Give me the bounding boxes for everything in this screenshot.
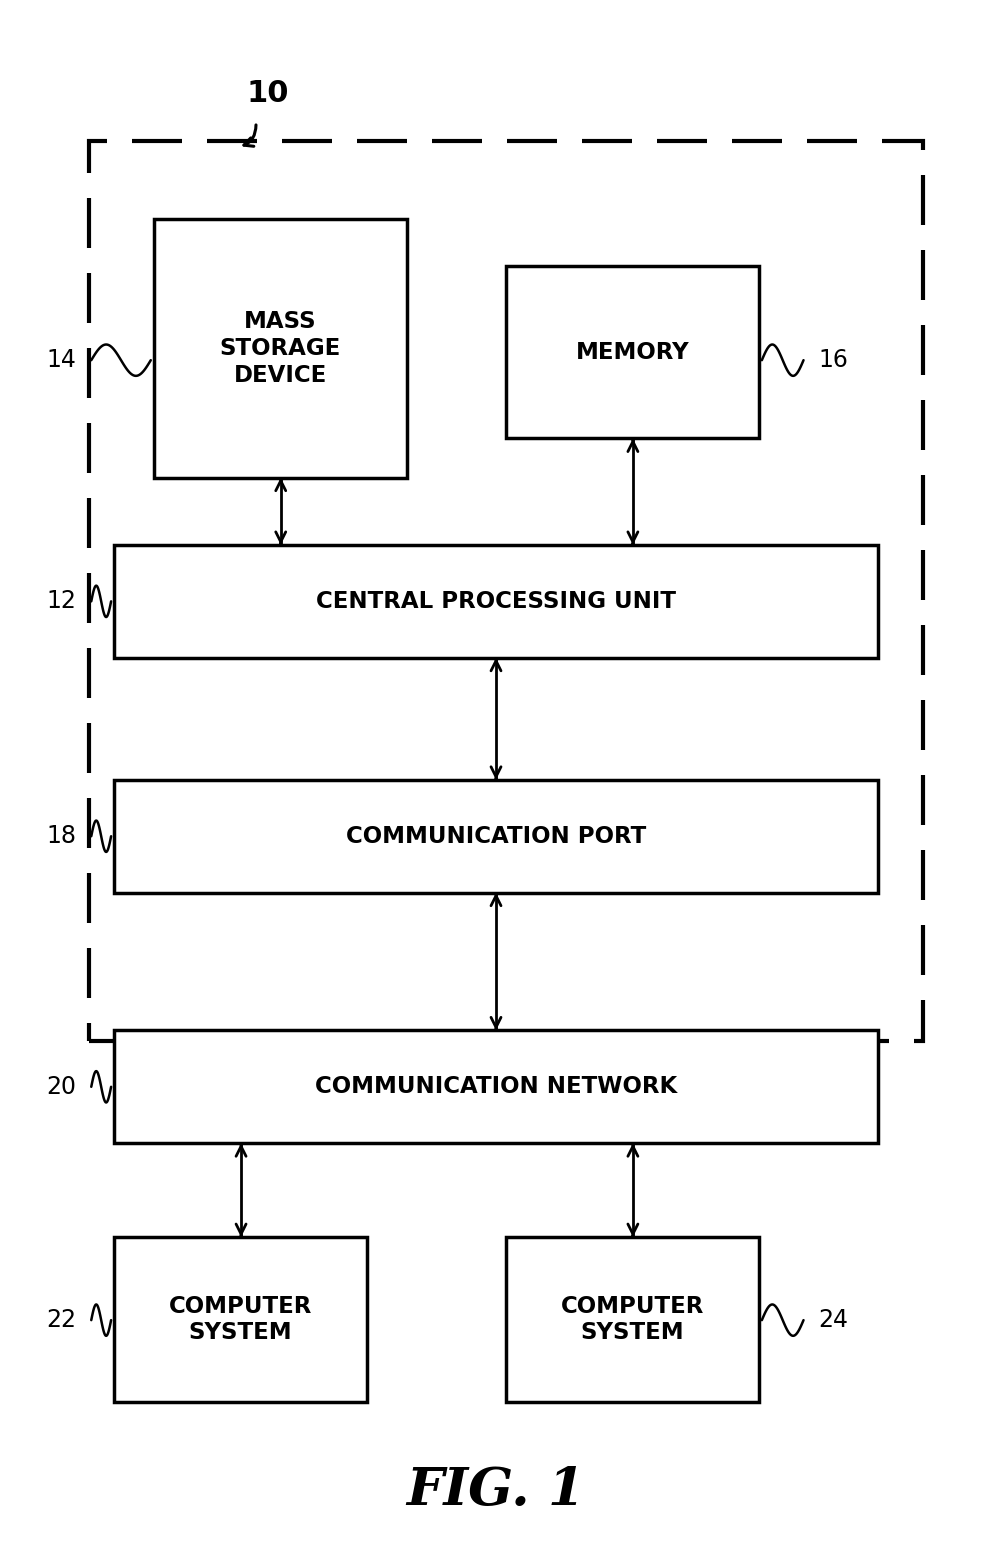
Text: COMMUNICATION NETWORK: COMMUNICATION NETWORK: [314, 1076, 678, 1098]
Bar: [114, 1030, 878, 1143]
Text: FIG. 1: FIG. 1: [407, 1466, 585, 1516]
Text: 18: 18: [47, 824, 76, 849]
Text: 12: 12: [47, 589, 76, 614]
Bar: [506, 266, 759, 438]
Text: MASS
STORAGE
DEVICE: MASS STORAGE DEVICE: [219, 310, 341, 387]
Text: 22: 22: [47, 1308, 76, 1333]
Text: COMPUTER
SYSTEM: COMPUTER SYSTEM: [169, 1295, 312, 1344]
Bar: [114, 545, 878, 658]
Bar: [89, 141, 923, 1041]
Bar: [154, 219, 407, 478]
FancyArrowPatch shape: [244, 125, 256, 146]
Text: 10: 10: [247, 80, 289, 108]
Text: 16: 16: [818, 348, 848, 373]
Bar: [114, 780, 878, 893]
Text: COMMUNICATION PORT: COMMUNICATION PORT: [346, 825, 646, 847]
Text: 24: 24: [818, 1308, 848, 1333]
Bar: [114, 1237, 367, 1402]
Text: 20: 20: [47, 1074, 76, 1099]
Bar: [506, 1237, 759, 1402]
Text: MEMORY: MEMORY: [575, 341, 689, 363]
Text: 14: 14: [47, 348, 76, 373]
Text: CENTRAL PROCESSING UNIT: CENTRAL PROCESSING UNIT: [316, 590, 676, 612]
Text: COMPUTER
SYSTEM: COMPUTER SYSTEM: [560, 1295, 704, 1344]
